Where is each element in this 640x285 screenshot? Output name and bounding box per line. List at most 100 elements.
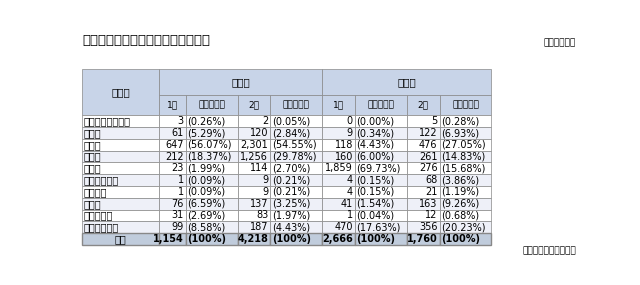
Bar [237,162,270,174]
Bar [159,174,186,186]
Text: (0.68%): (0.68%) [441,210,479,220]
Bar [270,162,322,174]
Bar [322,95,355,115]
Text: (0.15%): (0.15%) [356,187,395,197]
Text: (9.26%): (9.26%) [441,199,479,209]
Text: (1.54%): (1.54%) [356,199,395,209]
Text: (0.26%): (0.26%) [187,116,225,126]
Bar [407,127,440,139]
Text: 1,154: 1,154 [153,234,184,244]
Text: 23: 23 [172,163,184,173]
Bar [355,95,407,115]
Text: 4,218: 4,218 [237,234,268,244]
Bar [186,127,237,139]
Bar [440,186,492,198]
Text: 1,859: 1,859 [325,163,353,173]
Bar [83,115,159,127]
Text: (17.63%): (17.63%) [356,222,401,232]
Text: 産業別スズキグループ国内取引状況: 産業別スズキグループ国内取引状況 [83,34,211,47]
Text: 83: 83 [256,210,268,220]
Text: (0.21%): (0.21%) [272,175,310,185]
Text: (54.55%): (54.55%) [272,140,316,150]
Text: 0: 0 [347,116,353,126]
Text: 3: 3 [177,116,184,126]
Bar [83,221,159,233]
Text: 12: 12 [425,210,438,220]
Bar [83,198,159,209]
Text: 99: 99 [172,222,184,232]
Text: (5.29%): (5.29%) [187,128,225,138]
Bar [355,115,407,127]
Text: （構成比）: （構成比） [452,101,479,109]
Bar [355,174,407,186]
Bar [186,95,237,115]
Text: (0.28%): (0.28%) [441,116,479,126]
Text: (0.09%): (0.09%) [187,175,225,185]
Bar [237,198,270,209]
Bar [270,198,322,209]
Text: (20.23%): (20.23%) [441,222,486,232]
Text: 2次: 2次 [248,101,259,109]
Text: 小売業: 小売業 [84,163,102,173]
Bar [407,221,440,233]
Bar [83,139,159,151]
Bar [270,221,322,233]
Text: 建設業: 建設業 [84,128,102,138]
Text: (4.43%): (4.43%) [356,140,394,150]
Bar [440,174,492,186]
Bar [237,127,270,139]
Text: 製造業: 製造業 [84,140,102,150]
Bar [159,69,322,95]
Text: (6.93%): (6.93%) [441,128,479,138]
Text: (6.00%): (6.00%) [356,152,394,162]
Bar [83,186,159,198]
Text: (100%): (100%) [272,234,311,244]
Bar [186,139,237,151]
Text: 41: 41 [340,199,353,209]
Text: 212: 212 [165,152,184,162]
Text: 160: 160 [335,152,353,162]
Text: 276: 276 [419,163,438,173]
Bar [159,139,186,151]
Text: (15.68%): (15.68%) [441,163,485,173]
Text: (3.86%): (3.86%) [441,175,479,185]
Bar [270,174,322,186]
Text: (0.00%): (0.00%) [356,116,394,126]
Bar [270,139,322,151]
Text: (0.15%): (0.15%) [356,175,395,185]
Text: 9: 9 [262,187,268,197]
Text: 76: 76 [172,199,184,209]
Bar [322,162,355,174]
Text: 販売先: 販売先 [397,77,416,87]
Text: 118: 118 [335,140,353,150]
Text: 産業名: 産業名 [111,87,130,97]
Bar [355,127,407,139]
Bar [322,233,355,245]
Bar [237,221,270,233]
Text: 農・林・漁・鉱業: 農・林・漁・鉱業 [84,116,131,126]
Bar [407,162,440,174]
Text: 1,760: 1,760 [407,234,438,244]
Bar [322,209,355,221]
Bar [322,186,355,198]
Bar [237,233,270,245]
Text: 163: 163 [419,199,438,209]
Bar [83,69,159,115]
Text: 卸売業: 卸売業 [84,152,102,162]
Bar [83,174,159,186]
Bar [355,209,407,221]
Text: (3.25%): (3.25%) [272,199,310,209]
Text: 61: 61 [172,128,184,138]
Text: 1次: 1次 [166,101,178,109]
Text: 2,301: 2,301 [241,140,268,150]
Text: （構成比）: （構成比） [367,101,394,109]
Bar [159,151,186,162]
Text: 356: 356 [419,222,438,232]
Text: 187: 187 [250,222,268,232]
Bar [440,139,492,151]
Text: 仕入先: 仕入先 [231,77,250,87]
Bar [322,115,355,127]
Text: 不動産業: 不動産業 [84,187,108,197]
Bar [270,95,322,115]
Bar [440,198,492,209]
